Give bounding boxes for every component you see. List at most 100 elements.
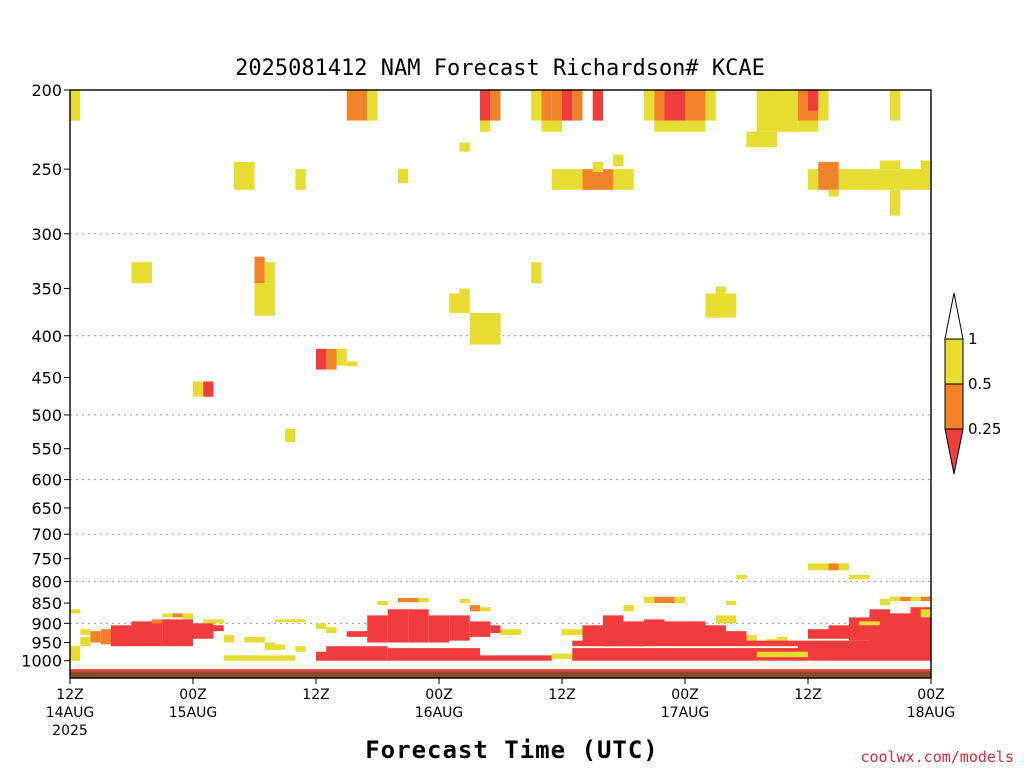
ri-cell — [818, 90, 829, 121]
ri-cell — [193, 381, 204, 397]
ri-cell — [500, 629, 521, 635]
ri-cell — [480, 120, 491, 132]
x-tick-label: 12Z — [794, 687, 821, 703]
ri-cell — [398, 169, 409, 184]
ri-cell — [203, 619, 224, 624]
ri-cell — [562, 90, 573, 121]
ri-cell — [644, 596, 655, 604]
ri-cell — [808, 629, 829, 639]
ri-cell — [326, 646, 388, 661]
ri-cell — [316, 348, 327, 370]
ri-cell — [746, 131, 778, 148]
ri-cell — [756, 651, 808, 658]
ri-cell — [295, 646, 306, 652]
ri-cell — [890, 613, 911, 643]
y-tick-label: 600 — [31, 471, 62, 490]
ri-cell — [377, 600, 388, 606]
plot-frame — [69, 89, 932, 679]
data-cells — [70, 90, 931, 678]
ri-cell — [469, 621, 491, 637]
y-tick-label: 500 — [31, 406, 62, 425]
y-tick-label: 250 — [31, 160, 62, 179]
ri-cell — [326, 348, 337, 370]
x-tick-label: 16AUG — [415, 705, 464, 721]
ri-cell — [346, 90, 368, 121]
ri-cell — [623, 621, 644, 647]
ri-cell — [387, 609, 409, 643]
ri-cell — [213, 625, 224, 632]
x-tick-label: 12Z — [302, 687, 329, 703]
ri-cell — [685, 621, 706, 643]
ri-cell — [449, 615, 470, 641]
ri-cell — [172, 613, 183, 618]
y-tick-label: 450 — [31, 369, 62, 388]
x-tick-label: 12Z — [548, 687, 575, 703]
ri-cell — [531, 262, 542, 284]
ri-cell — [592, 90, 603, 121]
chart-title: 2025081412 NAM Forecast Richardson# KCAE — [235, 56, 765, 81]
x-tick-label: 17AUG — [661, 705, 710, 721]
ri-cell — [685, 90, 706, 121]
gridlines — [70, 233, 931, 624]
colorbar-bin — [944, 338, 964, 385]
ri-cell — [459, 598, 470, 604]
ri-cell — [920, 596, 931, 601]
ri-cell — [838, 563, 849, 571]
x-tick-label: 14AUG — [46, 705, 95, 721]
x-tick-label: 12Z — [56, 687, 83, 703]
ri-cell — [100, 629, 111, 645]
ri-cell — [326, 627, 337, 634]
y-tick-label: 850 — [31, 594, 62, 613]
ri-cell — [316, 623, 327, 630]
x-axis-label: Forecast Time (UTC) — [365, 736, 659, 764]
colorbar-label: 0.5 — [968, 375, 992, 393]
ri-cell — [551, 90, 562, 121]
ri-cell — [531, 90, 542, 121]
ri-cell — [162, 613, 173, 618]
ri-cell — [654, 90, 665, 121]
ri-cell — [797, 120, 819, 132]
ri-cell — [80, 636, 91, 647]
ri-cell — [285, 428, 296, 443]
y-tick-label: 300 — [31, 225, 62, 244]
ri-cell — [777, 636, 788, 643]
y-tick-label: 950 — [31, 634, 62, 653]
ri-cell — [582, 169, 603, 190]
ri-cell — [572, 90, 583, 121]
ri-cell — [756, 90, 798, 132]
ri-cell — [70, 646, 81, 661]
colorbar-bin — [944, 383, 964, 430]
ri-cell — [490, 90, 501, 121]
y-tick-label: 400 — [31, 327, 62, 346]
ri-cell — [644, 619, 665, 645]
ri-cell — [541, 120, 562, 132]
ri-cell — [705, 625, 726, 643]
ri-cell — [111, 625, 132, 647]
colorbar: 1 0.5 0.25 — [944, 292, 1001, 475]
ri-cell — [223, 655, 296, 661]
ri-cell — [644, 90, 655, 121]
ri-cell — [480, 607, 491, 612]
ri-cell — [541, 90, 552, 121]
ri-cell — [203, 381, 214, 397]
ri-cell — [367, 615, 388, 643]
ri-cell — [890, 90, 901, 121]
ri-cell — [879, 160, 901, 170]
ri-cell — [346, 361, 357, 367]
ri-cell — [244, 636, 265, 643]
ri-cell — [849, 574, 870, 580]
y-tick-label: 1000 — [21, 652, 62, 671]
x-tick-label: 00Z — [671, 687, 698, 703]
ri-cell — [162, 619, 193, 647]
ri-cell — [890, 189, 901, 216]
ri-cell — [664, 621, 685, 645]
ri-cell — [869, 609, 890, 643]
ri-cell — [551, 169, 583, 190]
ri-cell — [705, 293, 737, 318]
ri-cell — [480, 90, 491, 121]
ri-cell — [920, 609, 931, 618]
x-tick-label: 00Z — [917, 687, 944, 703]
ri-cell — [797, 644, 931, 650]
ri-cell — [726, 600, 737, 606]
ri-cell — [449, 293, 460, 313]
